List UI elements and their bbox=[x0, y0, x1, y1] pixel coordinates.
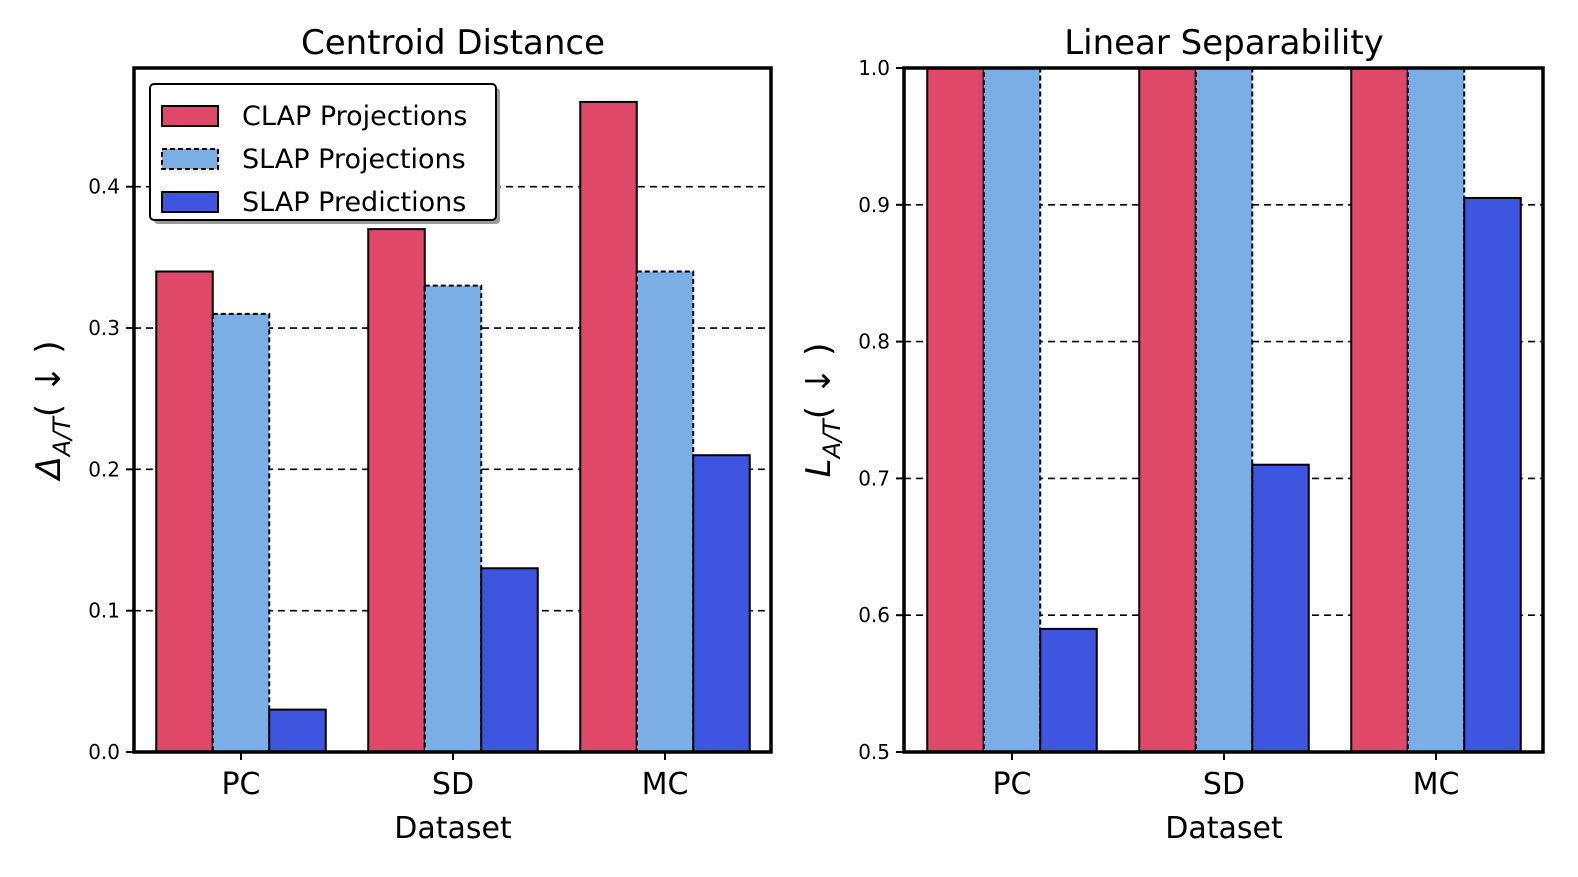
y-axis-label-suffix: ( ↓ ) bbox=[799, 343, 839, 420]
y-tick-label: 0.6 bbox=[858, 603, 890, 627]
x-axis-label: Dataset bbox=[1165, 811, 1283, 846]
y-tick-label: 1.0 bbox=[858, 56, 890, 80]
linear-separability-chart: Linear Separability 0.5 0.6 0.7 0.8 0.9 1.0 P… bbox=[799, 23, 1545, 846]
x-axis-ticks: PC SD MC bbox=[221, 752, 688, 802]
y-axis-label-suffix: ( ↓ ) bbox=[29, 340, 69, 417]
bar-clap-projections-sd bbox=[1138, 67, 1197, 753]
legend: CLAP Projections SLAP Projections SLAP Pre… bbox=[149, 83, 500, 224]
x-tick-label: PC bbox=[221, 767, 260, 802]
bar-clap-projections-pc bbox=[155, 270, 214, 753]
y-tick-label: 0.0 bbox=[88, 740, 120, 764]
bar-slap-predictions-sd bbox=[1251, 463, 1310, 753]
y-axis-label-main: L bbox=[799, 458, 839, 477]
centroid-distance-chart: Centroid Distance 0.0 0.1 0.2 0.3 0.4 PC SD MC… bbox=[29, 23, 773, 846]
y-axis-ticks: 0.0 0.1 0.2 0.3 0.4 bbox=[88, 175, 134, 764]
chart-title: Linear Separability bbox=[1064, 23, 1384, 63]
legend-label: SLAP Projections bbox=[242, 144, 466, 175]
legend-swatch bbox=[161, 191, 219, 213]
bar-slap-predictions-sd bbox=[480, 567, 539, 754]
bar-slap-predictions-pc bbox=[1039, 627, 1098, 754]
bar-slap-projections-pc bbox=[211, 312, 271, 753]
x-tick-label: SD bbox=[1203, 767, 1245, 802]
y-tick-label: 0.5 bbox=[858, 740, 890, 764]
y-tick-label: 0.4 bbox=[88, 175, 120, 199]
y-axis-label: ΔA/T( ↓ ) bbox=[29, 340, 76, 482]
bar-clap-projections-sd bbox=[367, 228, 426, 754]
bar-clap-projections-mc bbox=[579, 100, 638, 753]
bars bbox=[155, 100, 751, 754]
x-axis-label: Dataset bbox=[394, 811, 512, 846]
y-tick-label: 0.9 bbox=[858, 193, 890, 217]
bar-slap-projections-mc bbox=[635, 270, 695, 753]
bar-slap-predictions-pc bbox=[268, 708, 327, 754]
bar-slap-projections-mc bbox=[1406, 67, 1466, 753]
bar-slap-predictions-mc bbox=[1463, 196, 1522, 753]
x-tick-label: MC bbox=[1413, 767, 1460, 802]
bar-slap-predictions-mc bbox=[692, 454, 751, 753]
x-tick-label: SD bbox=[432, 767, 474, 802]
y-axis-label: LA/T( ↓ ) bbox=[799, 343, 846, 478]
bar-clap-projections-pc bbox=[926, 67, 985, 753]
bar-clap-projections-mc bbox=[1350, 67, 1409, 753]
legend-label: SLAP Predictions bbox=[242, 187, 466, 218]
legend-swatch bbox=[161, 105, 219, 127]
legend-swatch bbox=[161, 148, 219, 170]
y-tick-label: 0.1 bbox=[88, 599, 120, 623]
x-tick-label: PC bbox=[992, 767, 1031, 802]
chart-title: Centroid Distance bbox=[301, 23, 605, 63]
legend-label: CLAP Projections bbox=[242, 101, 467, 132]
y-axis-label-sub: A/T bbox=[818, 417, 846, 461]
y-axis-label-main: Δ bbox=[29, 456, 69, 482]
bars bbox=[926, 67, 1522, 754]
y-tick-label: 0.2 bbox=[88, 457, 120, 481]
x-tick-label: MC bbox=[642, 767, 689, 802]
y-axis-label-sub: A/T bbox=[48, 415, 76, 459]
x-axis-ticks: PC SD MC bbox=[992, 752, 1459, 802]
y-tick-label: 0.7 bbox=[858, 466, 890, 490]
bar-slap-projections-pc bbox=[982, 67, 1042, 753]
bar-slap-projections-sd bbox=[423, 284, 483, 753]
y-tick-label: 0.8 bbox=[858, 330, 890, 354]
bar-slap-projections-sd bbox=[1194, 67, 1254, 753]
y-axis-ticks: 0.5 0.6 0.7 0.8 0.9 1.0 bbox=[858, 56, 904, 764]
legend-box bbox=[149, 83, 497, 221]
y-tick-label: 0.3 bbox=[88, 316, 120, 340]
